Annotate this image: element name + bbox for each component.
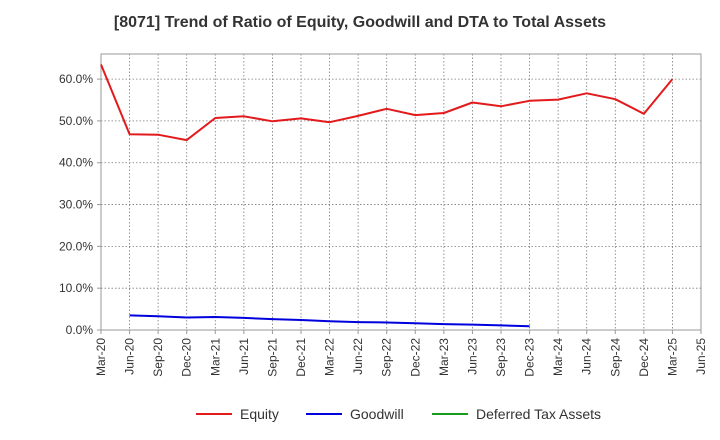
series-line-goodwill: [129, 314, 530, 328]
x-tick-label: Sep-20: [151, 338, 165, 377]
y-tick-label: 0.0%: [66, 323, 94, 337]
legend-label: Deferred Tax Assets: [476, 406, 601, 422]
series-layer: [100, 64, 674, 328]
plot-area: [100, 53, 702, 331]
x-tick-label: Mar-20: [94, 338, 108, 376]
x-tick-label: Jun-24: [580, 338, 594, 375]
x-tick-label: Mar-23: [437, 338, 451, 376]
x-tick-label: Jun-23: [465, 338, 479, 375]
legend: Equity Goodwill Deferred Tax Assets: [196, 406, 601, 422]
legend-label: Goodwill: [350, 406, 404, 422]
grid-layer: [101, 54, 701, 330]
x-tick-label: Jun-25: [694, 338, 708, 375]
x-tick-label: Mar-25: [665, 338, 679, 376]
x-tick-label: Mar-21: [208, 338, 222, 376]
x-tick-label: Dec-23: [523, 338, 537, 377]
x-tick-label: Dec-21: [294, 338, 308, 377]
y-tick-label: 40.0%: [59, 156, 93, 170]
y-tick-label: 50.0%: [59, 114, 93, 128]
x-tick-label: Jun-20: [123, 338, 137, 375]
x-tick-label: Sep-24: [608, 338, 622, 377]
x-tick-label: Dec-24: [637, 338, 651, 377]
y-tick-label: 60.0%: [59, 72, 93, 86]
x-tick-label: Dec-20: [180, 338, 194, 377]
chart-title: [8071] Trend of Ratio of Equity, Goodwil…: [113, 14, 607, 31]
x-tick-label: Sep-22: [380, 338, 394, 377]
x-tick-label: Sep-21: [265, 338, 279, 377]
axis-layer: Mar-20 Jun-20 Sep-20 Dec-20 Mar-21 Jun-21 Sep-…: [59, 53, 708, 377]
x-tick-label: Dec-22: [408, 338, 422, 377]
x-tick-label: Sep-23: [494, 338, 508, 377]
y-tick-label: 20.0%: [59, 239, 93, 253]
x-tick-label: Mar-24: [551, 338, 565, 376]
legend-label: Equity: [240, 406, 279, 422]
y-tick-label: 30.0%: [59, 198, 93, 212]
y-tick-label: 10.0%: [59, 281, 93, 295]
x-tick-label: Mar-22: [323, 338, 337, 376]
x-tick-label: Jun-21: [237, 338, 251, 375]
series-line-equity: [100, 64, 674, 142]
x-tick-label: Jun-22: [351, 338, 365, 375]
